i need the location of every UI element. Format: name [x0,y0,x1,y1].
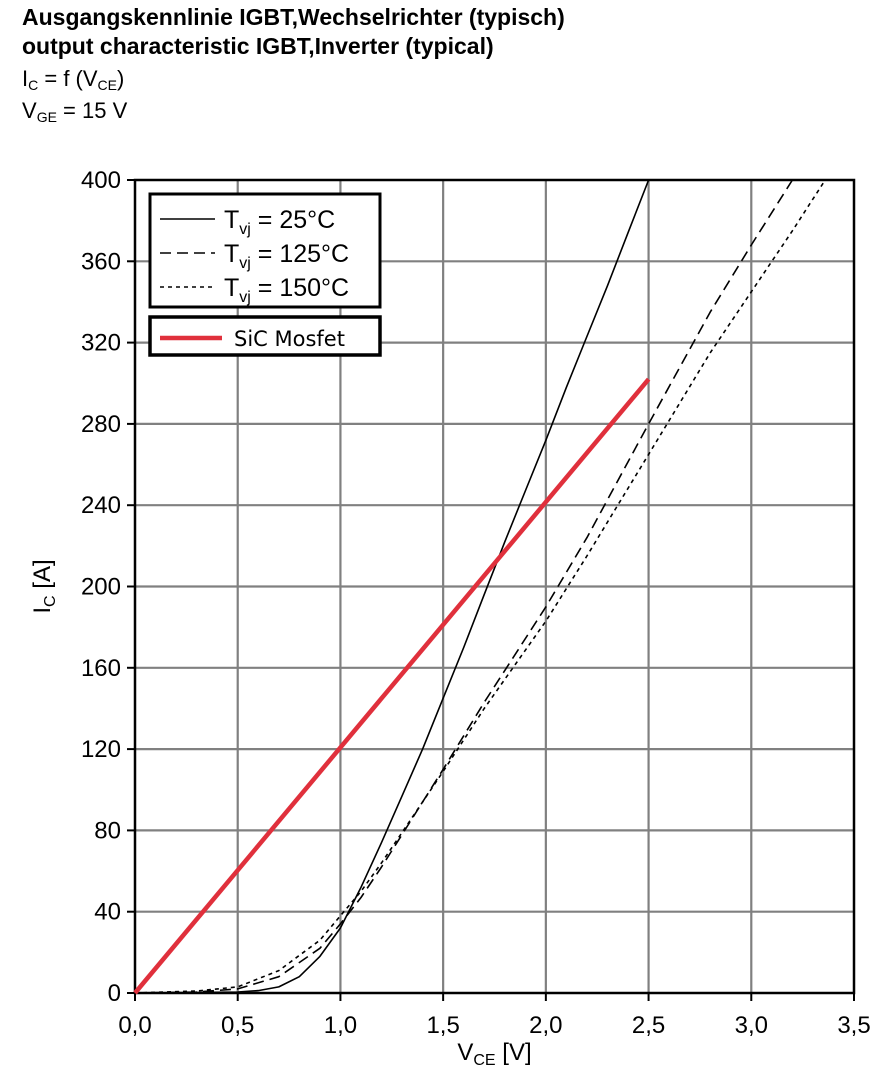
condition-line: VGE = 15 V [22,98,127,124]
formula-arg-sub: CE [97,77,117,93]
y-tick-label: 240 [81,492,121,519]
legend-sic: SiC Mosfet [148,315,382,357]
legend-label-4: SiC Mosfet [234,327,345,351]
y-tick-label: 360 [81,248,121,275]
y-tick-label: 320 [81,330,121,357]
series-line-2 [134,179,794,994]
y-tick-label: 40 [94,899,121,926]
formula-end: ) [117,66,125,91]
series-line-1 [134,179,650,994]
x-tick-label: 2,0 [529,1012,562,1039]
legend-label-1: Tvj = 25°C [224,206,335,238]
series-line-3 [134,179,826,994]
y-tick-label: 80 [94,817,121,844]
y-tick-label: 280 [81,411,121,438]
y-tick-label: 200 [81,574,121,601]
x-tick-label: 0,0 [118,1012,151,1039]
y-tick-label: 400 [81,167,121,194]
formula-mid: = f (V [38,66,98,91]
legend-label-2: Tvj = 125°C [224,240,349,272]
x-tick-label: 0,5 [221,1012,254,1039]
formula-lhs: I [22,66,29,91]
x-tick-label: 3,5 [837,1012,870,1039]
legend-igbt-box [148,192,382,309]
y-tick-label: 0 [108,980,121,1007]
condition-rest: = 15 V [56,98,128,123]
condition-sym-sub: GE [36,109,57,125]
x-tick-label: 3,0 [735,1012,768,1039]
formula-line: IC = f (VCE) [22,66,124,92]
y-tick-label: 160 [81,655,121,682]
y-tick-label: 120 [81,736,121,763]
chart-title-german: Ausgangskennlinie IGBT,Wechselrichter (t… [22,4,565,30]
legend-sic-box [148,315,382,357]
y-axis-title: IC [A] [29,559,59,613]
chart-title-english: output characteristic IGBT,Inverter (typ… [22,33,494,59]
formula-lhs-sub: C [28,77,39,93]
x-tick-label: 1,0 [324,1012,357,1039]
x-axis-title: VCE [V] [457,1039,531,1069]
condition-sym: V [22,98,37,123]
x-tick-label: 2,5 [632,1012,665,1039]
series-line-4 [133,377,651,995]
x-tick-label: 1,5 [426,1012,459,1039]
legend-label-3: Tvj = 150°C [224,274,349,306]
